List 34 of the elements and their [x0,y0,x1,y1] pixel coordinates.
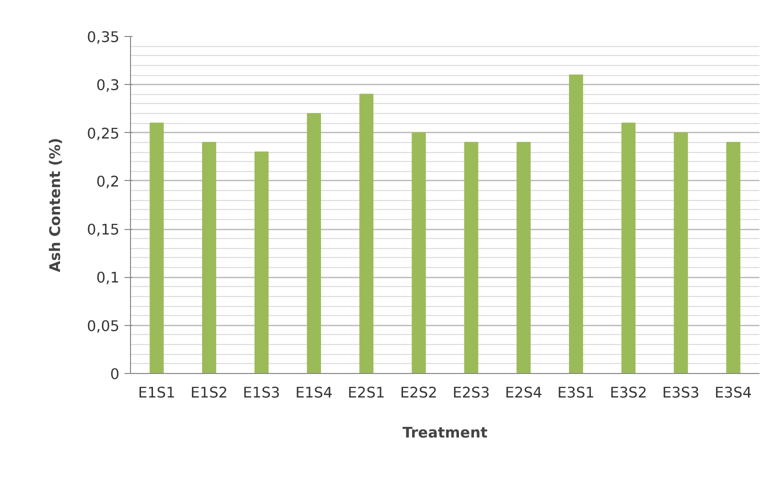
x-tick-label: E3S1 [557,384,595,402]
bar [674,132,688,374]
y-tick-label: 0,35 [86,29,120,46]
y-tick-label: 0,1 [96,270,120,287]
x-tick-label: E3S2 [610,384,648,402]
bar [254,152,269,374]
y-axis-title: Ash Content (%) [46,138,64,272]
y-tick-label: 0,3 [96,77,120,94]
bar [306,113,322,374]
y-tick-label: 0,2 [96,173,120,190]
x-tick-label: E2S4 [505,384,542,402]
x-tick-label: E1S3 [242,384,280,402]
x-tick-label: E1S1 [138,384,176,402]
x-tick-label: E3S4 [714,384,752,402]
y-tick-label: 0,15 [86,222,120,239]
y-tick-label: 0 [110,366,120,383]
bar [568,74,584,374]
bar [464,142,478,374]
bar [621,122,636,374]
x-tick-label: E3S3 [662,384,700,402]
x-tick-label: E2S3 [452,384,490,402]
bar [726,142,740,374]
bar [202,142,216,374]
bar [359,94,374,374]
y-tick-label: 0,25 [86,125,120,142]
bar [150,122,164,374]
x-axis-title: Treatment [402,424,488,442]
y-tick-label: 0,05 [86,318,120,335]
x-tick-label: E1S2 [190,384,228,402]
x-tick-label: E1S4 [295,384,333,402]
bar [412,132,426,374]
x-tick-label: E2S1 [348,384,385,402]
bar [516,142,531,374]
x-tick-label: E2S2 [400,384,438,402]
